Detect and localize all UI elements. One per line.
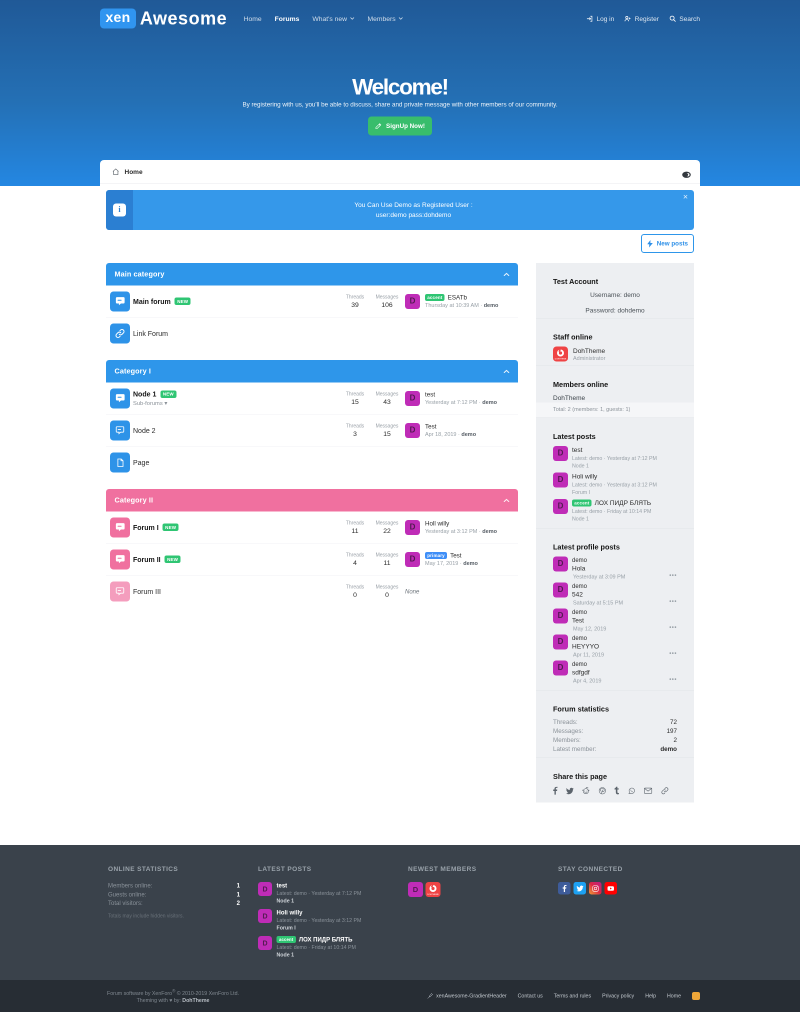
svg-text:DOHTHEME: DOHTHEME [555,359,567,361]
svg-text:DOHTHEME: DOHTHEME [427,894,439,896]
